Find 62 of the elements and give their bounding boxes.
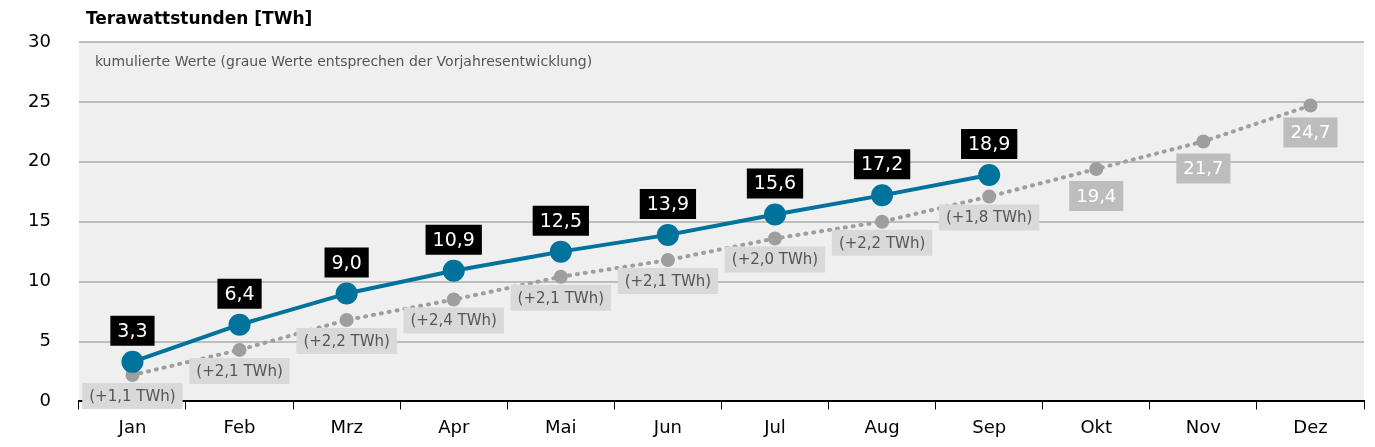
point bbox=[982, 189, 997, 204]
annotation: (+2,1 TWh) bbox=[517, 288, 605, 307]
point bbox=[121, 350, 144, 373]
data-label: 18,9 bbox=[968, 131, 1011, 154]
x-tick-label: Mrz bbox=[330, 415, 363, 437]
point bbox=[232, 342, 247, 357]
annotation: (+2,2 TWh) bbox=[838, 233, 926, 252]
y-tick-label: 5 bbox=[39, 329, 51, 351]
annotation: (+1,1 TWh) bbox=[89, 386, 176, 405]
x-tick-label: Sep bbox=[972, 415, 1007, 437]
annotation: kumulierte Werte (graue Werte entsprechen der Vorjahresentwicklung) bbox=[94, 52, 593, 69]
data-label: 6,4 bbox=[224, 281, 255, 304]
data-label: 3,3 bbox=[117, 318, 148, 341]
point bbox=[656, 223, 679, 246]
annotation: (+2,0 TWh) bbox=[731, 250, 819, 269]
data-label: 12,5 bbox=[539, 208, 582, 231]
data-label: 10,9 bbox=[432, 227, 475, 250]
x-tick-label: Okt bbox=[1080, 415, 1113, 437]
annotation: (+1,8 TWh) bbox=[945, 208, 1033, 227]
x-tick-label: Jan bbox=[117, 415, 147, 437]
y-axis-title: Terawattstunden [TWh] bbox=[86, 8, 313, 28]
annotation: (+2,1 TWh) bbox=[624, 271, 712, 290]
point bbox=[446, 292, 461, 307]
point bbox=[228, 313, 251, 336]
point bbox=[978, 163, 1001, 186]
annotation: (+2,1 TWh) bbox=[196, 361, 283, 380]
y-tick-label: 25 bbox=[28, 89, 51, 111]
data-label: 13,9 bbox=[646, 191, 690, 214]
y-tick-label: 20 bbox=[28, 149, 51, 171]
point bbox=[553, 269, 568, 284]
x-tick-label: Apr bbox=[438, 415, 470, 437]
data-label: 19,4 bbox=[1076, 184, 1117, 206]
y-tick-label: 0 bbox=[39, 389, 51, 411]
point bbox=[764, 203, 786, 226]
x-tick-label: Jun bbox=[652, 415, 682, 437]
point bbox=[1089, 161, 1104, 176]
point bbox=[768, 231, 782, 246]
point bbox=[549, 240, 572, 263]
point bbox=[1196, 134, 1211, 149]
annotation: (+2,4 TWh) bbox=[410, 311, 497, 330]
x-tick-label: Aug bbox=[864, 415, 900, 437]
point bbox=[339, 312, 354, 327]
y-tick-label: 10 bbox=[28, 269, 51, 291]
data-label: 9,0 bbox=[331, 250, 362, 273]
x-tick-label: Nov bbox=[1185, 415, 1222, 437]
point bbox=[875, 214, 890, 229]
point bbox=[442, 259, 465, 282]
data-label: 21,7 bbox=[1183, 157, 1224, 179]
x-tick-label: Feb bbox=[223, 415, 256, 437]
data-label: 24,7 bbox=[1290, 121, 1331, 143]
point bbox=[335, 282, 358, 305]
y-tick-label: 15 bbox=[28, 209, 51, 231]
point bbox=[1303, 98, 1318, 113]
x-tick-label: Jul bbox=[763, 415, 786, 437]
x-tick-label: Mai bbox=[545, 415, 577, 437]
x-tick-label: Dez bbox=[1293, 415, 1328, 437]
point bbox=[871, 184, 894, 207]
data-label: 17,2 bbox=[860, 152, 904, 175]
point bbox=[660, 253, 675, 268]
y-tick-label: 30 bbox=[28, 29, 51, 51]
annotation: (+2,2 TWh) bbox=[303, 331, 390, 350]
data-label: 15,6 bbox=[753, 171, 797, 194]
